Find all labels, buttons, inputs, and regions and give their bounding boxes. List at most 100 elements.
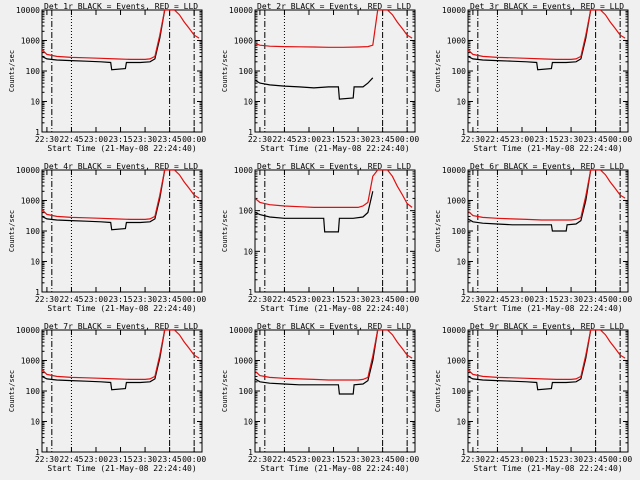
x-tick-label: 23:15	[534, 295, 558, 304]
x-tick-label: 23:00	[84, 135, 108, 144]
y-axis-label: Counts/sec	[221, 50, 229, 92]
events-series-line	[255, 191, 374, 233]
x-tick-label: 00:00	[608, 295, 632, 304]
chart-title: Det 8r BLACK = Events, RED = LLD	[257, 322, 411, 331]
x-tick-label: 23:45	[158, 295, 182, 304]
events-series-line	[468, 170, 592, 232]
x-axis-label: Start Time (21-May-08 22:24:40)	[47, 464, 196, 473]
y-tick-label: 1	[461, 128, 466, 137]
x-tick-label: 22:45	[272, 455, 296, 464]
y-tick-label: 10	[456, 418, 466, 427]
x-tick-label: 00:00	[182, 135, 206, 144]
chart-panel-4: Det 4r BLACK = Events, RED = LLD 1 10 100 10…	[8, 162, 206, 313]
y-tick-label: 100	[452, 67, 467, 76]
x-tick-label: 23:45	[371, 135, 395, 144]
x-tick-label: 22:45	[59, 455, 83, 464]
x-tick-label: 23:30	[346, 455, 370, 464]
chart-title: Det 5r BLACK = Events, RED = LLD	[257, 162, 411, 171]
x-tick-label: 23:45	[584, 295, 608, 304]
y-tick-label: 1000	[234, 37, 253, 46]
plot-frame	[467, 169, 629, 293]
x-tick-label: 23:00	[297, 295, 321, 304]
plot-frame	[254, 9, 416, 133]
lld-series-line	[468, 10, 626, 61]
x-tick-label: 00:00	[182, 455, 206, 464]
chart-title: Det 2r BLACK = Events, RED = LLD	[257, 2, 411, 11]
y-tick-label: 1000	[21, 197, 40, 206]
y-tick-label: 10000	[16, 326, 40, 335]
chart-panel-9: Det 9r BLACK = Events, RED = LLD 1 10 100 10…	[434, 322, 632, 473]
x-tick-label: 22:45	[59, 295, 83, 304]
plot-frame	[41, 169, 203, 293]
x-tick-label: 23:00	[84, 295, 108, 304]
x-tick-label: 23:15	[108, 455, 132, 464]
x-tick-label: 23:30	[559, 455, 583, 464]
x-tick-label: 22:30	[248, 455, 272, 464]
x-tick-label: 22:45	[485, 295, 509, 304]
y-tick-label: 100	[239, 207, 254, 216]
y-axis-label: Counts/sec	[8, 210, 16, 252]
y-tick-label: 1	[248, 128, 253, 137]
x-tick-label: 22:30	[35, 135, 59, 144]
chart-title: Det 6r BLACK = Events, RED = LLD	[470, 162, 624, 171]
x-tick-label: 23:00	[510, 455, 534, 464]
chart-panel-8: Det 8r BLACK = Events, RED = LLD 1 10 100 10…	[221, 322, 419, 473]
x-axis-label: Start Time (21-May-08 22:24:40)	[473, 304, 622, 313]
lld-series-line	[255, 170, 413, 208]
y-tick-label: 10000	[16, 166, 40, 175]
chart-title: Det 7r BLACK = Events, RED = LLD	[44, 322, 198, 331]
x-tick-label: 23:45	[584, 135, 608, 144]
y-tick-label: 10	[243, 247, 253, 256]
x-tick-label: 00:00	[608, 135, 632, 144]
y-tick-label: 10	[30, 418, 40, 427]
x-tick-label: 23:45	[158, 135, 182, 144]
lld-series-line	[468, 330, 626, 380]
x-tick-label: 22:45	[59, 135, 83, 144]
x-tick-label: 23:30	[133, 135, 157, 144]
y-tick-label: 100	[26, 227, 41, 236]
y-tick-label: 1	[461, 288, 466, 297]
events-series-line	[468, 330, 592, 391]
chart-panel-5: Det 5r BLACK = Events, RED = LLD 1 10 100 10…	[221, 162, 419, 313]
x-tick-label: 22:30	[35, 455, 59, 464]
x-tick-label: 23:15	[321, 295, 345, 304]
lld-series-line	[255, 10, 413, 48]
chart-title: Det 4r BLACK = Events, RED = LLD	[44, 162, 198, 171]
y-tick-label: 1000	[21, 357, 40, 366]
y-tick-label: 1	[35, 128, 40, 137]
x-tick-label: 22:30	[461, 295, 485, 304]
y-axis-label: Counts/sec	[221, 210, 229, 252]
x-tick-label: 23:45	[371, 455, 395, 464]
plot-frame	[254, 329, 416, 453]
x-tick-label: 00:00	[395, 455, 419, 464]
x-axis-label: Start Time (21-May-08 22:24:40)	[260, 464, 409, 473]
events-series-line	[42, 330, 166, 391]
plot-frame	[467, 9, 629, 133]
x-tick-label: 23:45	[158, 455, 182, 464]
x-tick-label: 00:00	[395, 295, 419, 304]
y-tick-label: 1	[461, 448, 466, 457]
y-tick-label: 100	[239, 387, 254, 396]
x-tick-label: 23:00	[297, 135, 321, 144]
y-tick-label: 10000	[16, 6, 40, 15]
chart-title: Det 1r BLACK = Events, RED = LLD	[44, 2, 198, 11]
y-tick-label: 10	[30, 258, 40, 267]
y-tick-label: 1000	[447, 357, 466, 366]
x-tick-label: 00:00	[608, 455, 632, 464]
x-tick-label: 23:00	[510, 135, 534, 144]
x-tick-label: 22:45	[485, 135, 509, 144]
y-tick-label: 10000	[229, 326, 253, 335]
x-tick-label: 23:15	[534, 455, 558, 464]
lld-series-line	[468, 170, 626, 221]
y-tick-label: 1000	[447, 37, 466, 46]
lld-series-line	[255, 330, 413, 381]
y-tick-label: 1	[248, 448, 253, 457]
y-tick-label: 10000	[229, 6, 253, 15]
x-tick-label: 22:30	[248, 135, 272, 144]
y-tick-label: 10	[456, 98, 466, 107]
x-axis-label: Start Time (21-May-08 22:24:40)	[473, 464, 622, 473]
plot-frame	[254, 169, 416, 293]
y-tick-label: 10000	[442, 166, 466, 175]
chart-panel-2: Det 2r BLACK = Events, RED = LLD 1 10 100 10…	[221, 2, 419, 153]
y-tick-label: 10	[243, 98, 253, 107]
